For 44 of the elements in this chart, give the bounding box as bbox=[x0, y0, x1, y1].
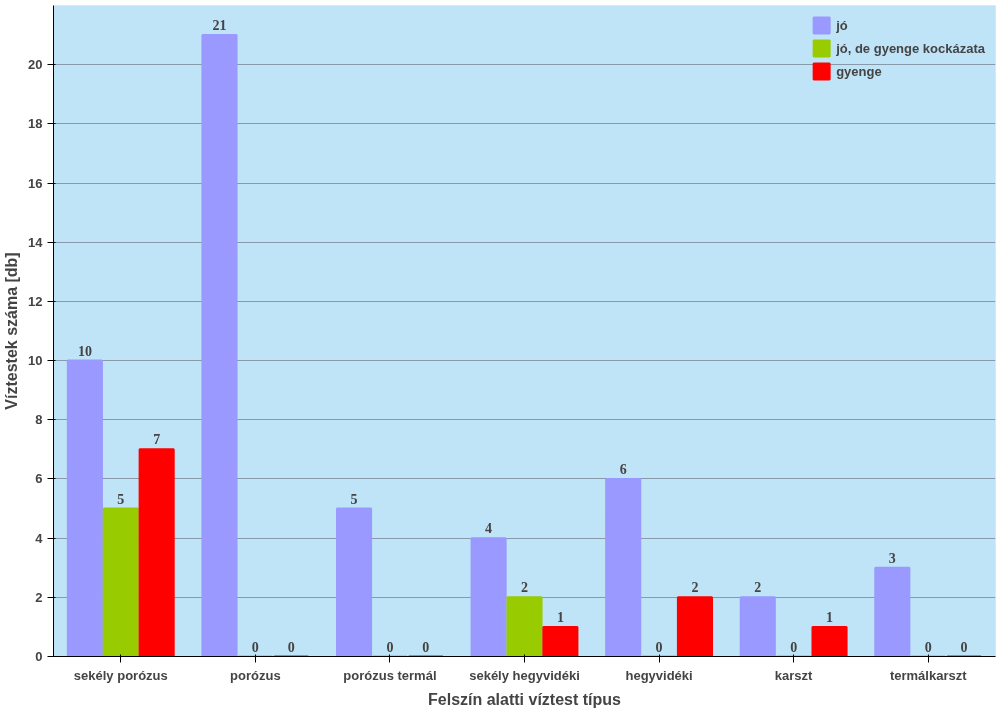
data-label: 5 bbox=[117, 491, 125, 507]
y-tick-label: 4 bbox=[35, 530, 44, 546]
x-tick-label: hegyvidéki bbox=[625, 667, 693, 683]
y-tick-label: 8 bbox=[35, 412, 43, 428]
y-tick-label: 12 bbox=[28, 293, 43, 309]
data-label: 5 bbox=[350, 491, 358, 507]
y-tick-label: 10 bbox=[28, 353, 43, 369]
data-label: 1 bbox=[826, 609, 834, 625]
x-tick-label: sekély porózus bbox=[73, 667, 168, 683]
data-label: 21 bbox=[212, 18, 227, 34]
legend-label: jó bbox=[836, 17, 849, 33]
data-label: 2 bbox=[691, 580, 699, 596]
legend-label: gyenge bbox=[836, 63, 882, 79]
legend-label: jó, de gyenge kockázata bbox=[836, 40, 985, 56]
x-tick-label: termálkarszt bbox=[889, 667, 968, 683]
y-tick-label: 0 bbox=[35, 649, 43, 664]
data-label: 0 bbox=[386, 639, 394, 655]
data-label: 0 bbox=[422, 639, 430, 655]
data-label: 0 bbox=[924, 639, 932, 655]
data-label: 0 bbox=[790, 639, 798, 655]
y-tick-label: 18 bbox=[28, 116, 43, 132]
data-label: 2 bbox=[521, 580, 528, 596]
data-label: 2 bbox=[754, 580, 762, 596]
data-label: 6 bbox=[619, 461, 627, 477]
data-label: 3 bbox=[888, 550, 896, 566]
x-tick-label: sekély hegyvidéki bbox=[469, 667, 580, 683]
data-label: 1 bbox=[556, 609, 564, 625]
x-tick-label: karszt bbox=[774, 667, 814, 683]
data-label: 0 bbox=[655, 639, 663, 655]
data-label: 4 bbox=[485, 521, 493, 537]
y-tick-label: 6 bbox=[35, 471, 43, 487]
data-label: 7 bbox=[153, 432, 161, 448]
data-label: 0 bbox=[287, 639, 295, 655]
data-label: 0 bbox=[960, 639, 968, 655]
data-label: 10 bbox=[77, 343, 92, 359]
y-tick-label: 16 bbox=[28, 175, 43, 191]
x-tick-label: porózus termál bbox=[343, 667, 437, 683]
y-tick-label: 2 bbox=[35, 589, 43, 605]
data-label: 0 bbox=[251, 639, 259, 655]
x-tick-label: porózus bbox=[230, 667, 281, 683]
y-tick-label: 14 bbox=[28, 234, 44, 250]
x-axis-title: Felszín alatti víztest típus bbox=[428, 690, 622, 708]
y-axis-title: Víztestek száma [db] bbox=[3, 252, 21, 410]
y-tick-label: 20 bbox=[28, 57, 43, 73]
